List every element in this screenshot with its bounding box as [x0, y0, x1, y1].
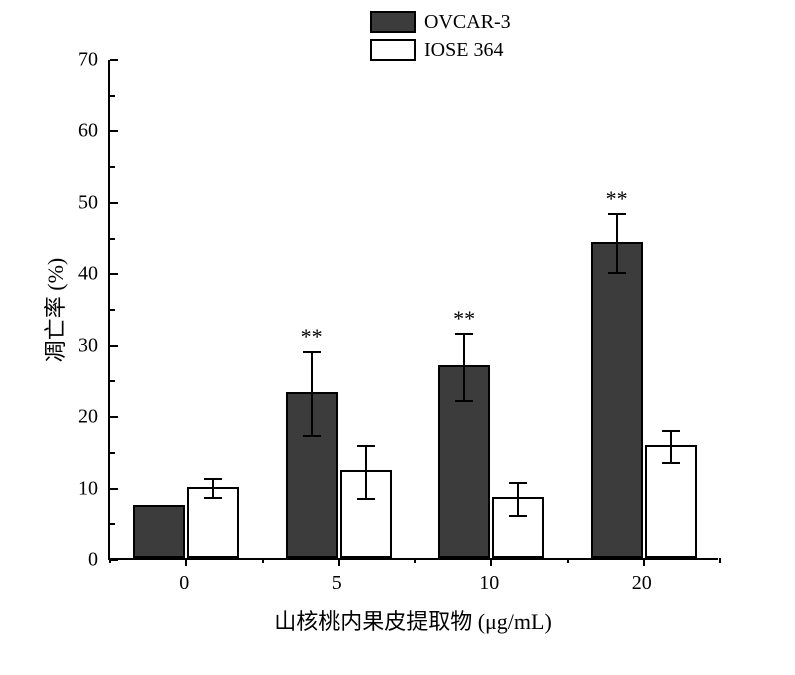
ytick-mark	[110, 273, 118, 275]
ytick-minor	[110, 452, 115, 454]
xtick-mark	[643, 558, 645, 566]
errorbar-line	[616, 214, 618, 273]
errorbar-cap	[303, 351, 321, 353]
ytick-label: 20	[58, 406, 98, 429]
errorbar-cap	[357, 445, 375, 447]
apoptosis-chart: ******010203040506070051020凋亡率 (%)山核桃内果皮…	[0, 0, 795, 675]
errorbar-line	[463, 334, 465, 401]
ytick-minor	[110, 380, 115, 382]
ytick-mark	[110, 202, 118, 204]
xtick-label: 0	[179, 572, 189, 595]
errorbar-cap	[455, 333, 473, 335]
errorbar-cap	[455, 400, 473, 402]
ytick-mark	[110, 416, 118, 418]
ytick-mark	[110, 488, 118, 490]
plot-area: ** ** **	[108, 60, 718, 560]
errorbar-line	[212, 479, 214, 498]
bar-OVCAR-3-20	[591, 242, 643, 558]
xtick-mark	[185, 558, 187, 566]
legend-item: OVCAR-3	[370, 8, 511, 36]
significance-label: **	[301, 324, 323, 350]
xtick-minor	[109, 558, 111, 563]
legend-label: IOSE 364	[424, 39, 503, 62]
xtick-minor	[567, 558, 569, 563]
ytick-label: 50	[58, 191, 98, 214]
ytick-label: 60	[58, 120, 98, 143]
xtick-minor	[262, 558, 264, 563]
ytick-mark	[110, 59, 118, 61]
xtick-label: 5	[332, 572, 342, 595]
ytick-minor	[110, 309, 115, 311]
legend-swatch	[370, 11, 416, 33]
ytick-mark	[110, 345, 118, 347]
legend: OVCAR-3 IOSE 364	[370, 8, 511, 64]
x-axis-label: 山核桃内果皮提取物 (μg/mL)	[274, 604, 552, 636]
ytick-minor	[110, 523, 115, 525]
legend-swatch	[370, 39, 416, 61]
xtick-mark	[338, 558, 340, 566]
errorbar-cap	[204, 478, 222, 480]
ytick-label: 70	[58, 49, 98, 72]
y-axis-label: 凋亡率 (%)	[38, 258, 70, 362]
errorbar-cap	[509, 482, 527, 484]
errorbar-cap	[204, 497, 222, 499]
xtick-minor	[414, 558, 416, 563]
errorbar-cap	[357, 498, 375, 500]
errorbar-cap	[608, 272, 626, 274]
xtick-minor	[719, 558, 721, 563]
xtick-mark	[490, 558, 492, 566]
legend-label: OVCAR-3	[424, 11, 511, 34]
legend-item: IOSE 364	[370, 36, 511, 64]
errorbar-line	[311, 352, 313, 436]
ytick-mark	[110, 130, 118, 132]
xtick-label: 20	[632, 572, 652, 595]
ytick-minor	[110, 166, 115, 168]
xtick-label: 10	[479, 572, 499, 595]
errorbar-line	[670, 431, 672, 462]
ytick-minor	[110, 238, 115, 240]
ytick-minor	[110, 95, 115, 97]
significance-label: **	[606, 186, 628, 212]
errorbar-cap	[509, 515, 527, 517]
bar-OVCAR-3-0	[133, 505, 185, 558]
ytick-label: 0	[58, 549, 98, 572]
errorbar-cap	[662, 430, 680, 432]
significance-label: **	[453, 306, 475, 332]
ytick-mark	[110, 559, 118, 561]
errorbar-cap	[608, 213, 626, 215]
errorbar-line	[365, 446, 367, 499]
errorbar-line	[517, 483, 519, 516]
ytick-label: 10	[58, 477, 98, 500]
errorbar-cap	[662, 462, 680, 464]
errorbar-cap	[303, 435, 321, 437]
